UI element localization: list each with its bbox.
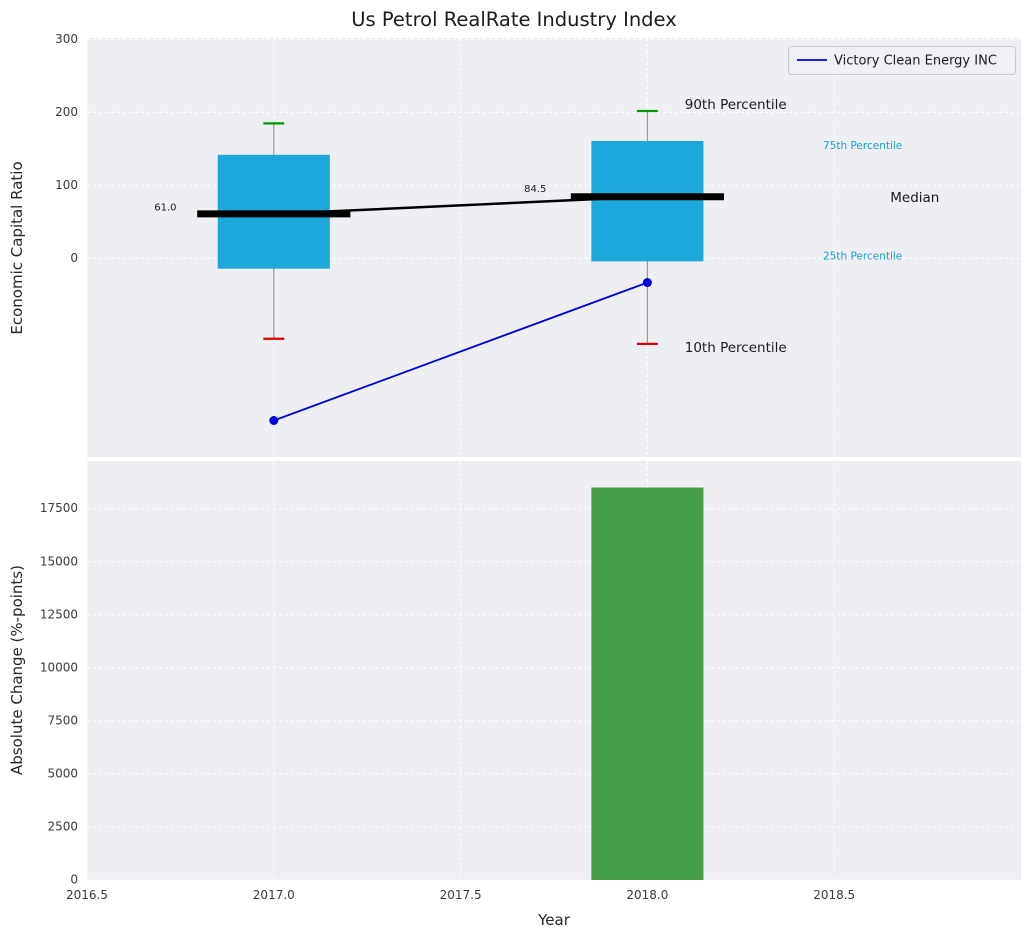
bottom-y-tick-label: 10000 xyxy=(40,660,78,674)
series-marker xyxy=(269,416,279,426)
series-marker xyxy=(642,278,652,288)
annotation: 75th Percentile xyxy=(823,140,902,152)
annotation: 90th Percentile xyxy=(685,97,787,113)
x-tick-label: 2018.5 xyxy=(813,888,855,902)
annotation: 10th Percentile xyxy=(685,340,787,356)
bottom-y-axis-label: Absolute Change (%-points) xyxy=(8,565,26,775)
annotation: 25th Percentile xyxy=(823,250,902,262)
bottom-y-tick-label: 12500 xyxy=(40,607,78,621)
top-y-tick-label: 200 xyxy=(55,105,78,119)
chart-generated-layer: 0 100 200 300 0 2500 5000 7500 10000 12500 15000 17… xyxy=(40,32,1021,902)
legend-box xyxy=(788,46,1016,75)
bar-2018 xyxy=(591,487,704,880)
top-y-tick-label: 100 xyxy=(55,178,78,192)
legend-label: Victory Clean Energy INC xyxy=(834,54,997,69)
x-tick-label: 2016.5 xyxy=(66,888,108,902)
bottom-y-tick-label: 2500 xyxy=(47,819,78,833)
series-line xyxy=(273,281,648,422)
top-y-tick-label: 300 xyxy=(55,32,78,46)
annotation: 84.5 xyxy=(524,184,546,195)
bottom-y-tick-label: 5000 xyxy=(47,766,78,780)
top-y-axis-label: Economic Capital Ratio xyxy=(8,161,26,334)
bottom-y-tick-label: 17500 xyxy=(40,501,78,515)
chart-title: Us Petrol RealRate Industry Index xyxy=(351,8,677,31)
bottom-y-tick-label: 15000 xyxy=(40,554,78,568)
annotation: Median xyxy=(890,190,939,206)
x-tick-label: 2017.0 xyxy=(253,888,295,902)
x-axis-label: Year xyxy=(537,911,571,929)
annotation: 61.0 xyxy=(154,202,176,213)
x-tick-label: 2018.0 xyxy=(626,888,668,902)
plot-background xyxy=(87,461,1021,880)
bottom-y-tick-label: 7500 xyxy=(47,713,78,727)
top-y-tick-label: 0 xyxy=(70,251,78,265)
bottom-y-tick-label: 0 xyxy=(70,873,78,887)
legend: Victory Clean Energy INC xyxy=(788,46,1016,75)
x-tick-label: 2017.5 xyxy=(440,888,482,902)
iqr-box-2018 xyxy=(591,140,704,262)
